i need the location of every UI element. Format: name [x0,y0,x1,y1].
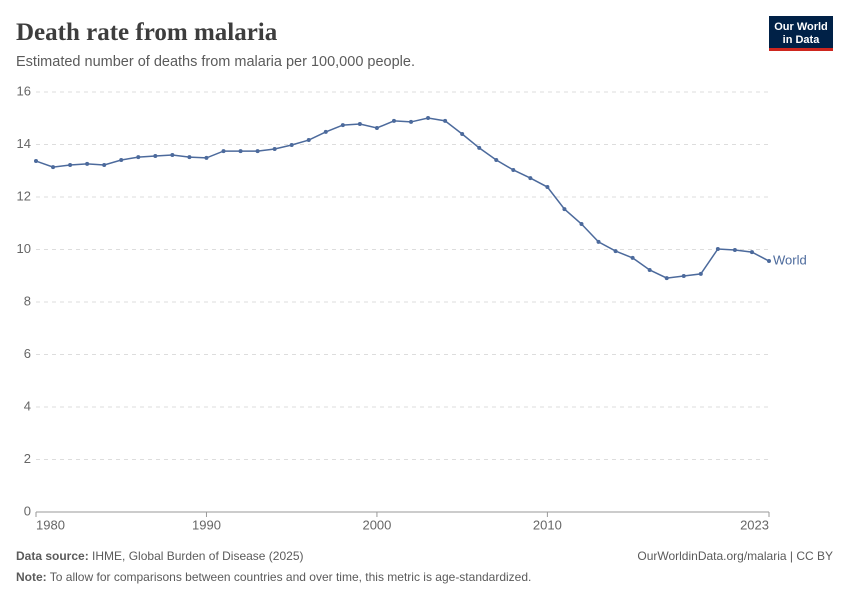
point [119,157,124,162]
point [460,132,465,136]
point [391,118,396,123]
point [102,162,107,167]
point [443,118,448,123]
point [426,115,431,120]
point [409,119,414,124]
point [51,165,56,170]
url[interactable]: OurWorldinData.org/malaria | CC BY [637,549,833,563]
point [494,157,499,162]
y-tick-label: 6 [24,346,31,361]
y-tick-label: 10 [17,241,31,256]
point [340,123,345,128]
series-label: World [773,252,807,267]
point [68,162,73,167]
y-tick-label: 12 [17,188,31,203]
note: Note: To allow for comparisons between c… [16,570,531,584]
point [238,149,243,154]
note-text: To allow for comparisons between countri… [50,570,532,584]
point [715,246,720,251]
point [357,122,362,127]
logo-text: Our World [774,21,828,33]
logo[interactable]: Our World in Data [769,16,833,51]
point [255,149,260,154]
x-tick-label: 2023 [740,517,769,532]
chart-subtitle: Estimated number of deaths from malaria … [16,54,415,70]
y-tick-label: 14 [17,136,31,151]
point [511,167,516,172]
y-tick-label: 16 [17,83,31,98]
point [664,276,669,281]
point [306,138,311,143]
point [34,159,38,164]
point [289,143,294,148]
source-text: IHME, Global Burden of Disease (2025) [92,549,303,563]
point [204,155,209,160]
point [562,207,567,212]
x-tick-label: 2010 [533,517,562,532]
x-tick-label: 1980 [36,517,65,532]
point [221,149,226,154]
point [374,125,379,130]
point [613,249,618,254]
point [579,222,584,227]
point [749,250,754,255]
point [323,129,328,134]
y-tick-label: 8 [24,293,31,308]
point [272,146,277,151]
point [681,274,686,279]
line [35,117,770,279]
x-tick-label: 2000 [362,517,391,532]
point [732,248,737,253]
point [528,176,533,181]
logo-bar [769,48,833,51]
point [545,185,550,190]
point [85,161,90,166]
point [630,255,635,260]
y-tick-label: 2 [24,451,31,466]
point [596,239,601,244]
note-label: Note: [16,570,47,584]
source-label: Data source: [16,549,89,563]
logo-box [769,16,833,48]
point [767,259,771,264]
point [153,154,158,159]
chart-title: Death rate from malaria [16,19,278,46]
x-tick-label: 1990 [192,517,221,532]
point [187,155,192,160]
point [170,153,175,157]
logo-text: in Data [783,34,821,46]
source: Data source: IHME, Global Burden of Dise… [16,549,303,563]
y-tick-label: 4 [24,398,31,413]
point [698,271,703,276]
point [477,145,482,150]
point [647,267,652,272]
point [136,155,141,160]
y-tick-label: 0 [24,503,31,518]
